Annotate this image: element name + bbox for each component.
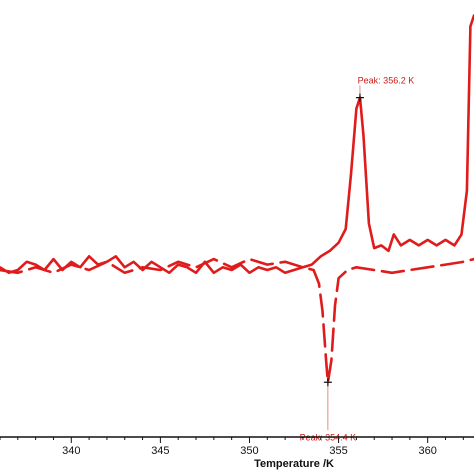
peak-marker	[355, 93, 364, 102]
x-tick-label: 360	[418, 445, 436, 457]
peak-marker	[323, 378, 332, 387]
x-tick-label: 350	[240, 445, 258, 457]
x-tick-label: 340	[62, 445, 80, 457]
x-tick-label: 355	[329, 445, 347, 457]
x-axis-title: Temperature /K	[254, 458, 334, 470]
x-tick-label: 345	[151, 445, 169, 457]
solid-series-line	[0, 14, 474, 275]
x-axis-ticks: 340 345 350 355 360	[0, 437, 464, 457]
dashed-series-line	[0, 257, 474, 384]
peak-label: Peak: 356.2 K	[358, 76, 415, 86]
series-layer	[0, 14, 474, 384]
